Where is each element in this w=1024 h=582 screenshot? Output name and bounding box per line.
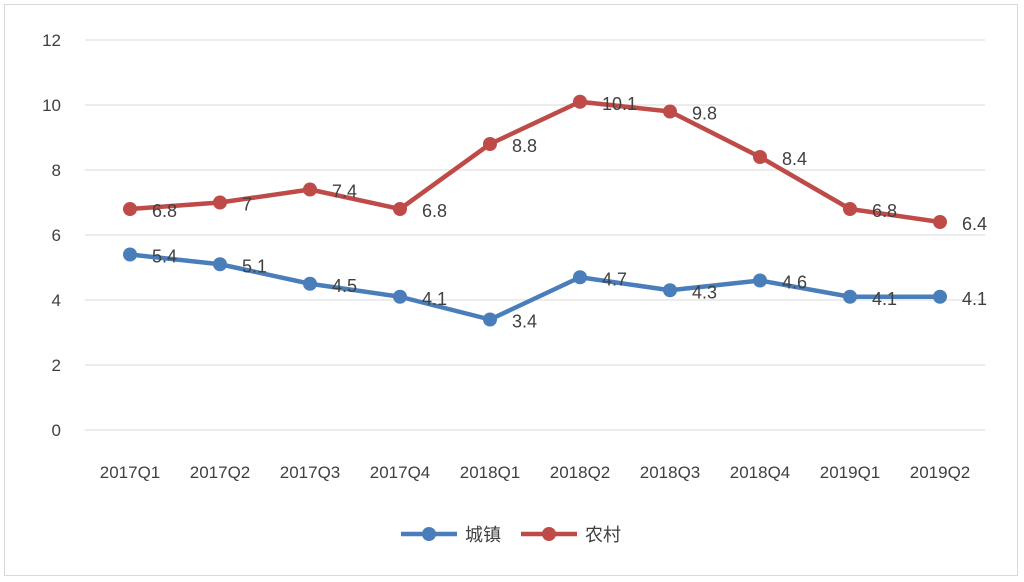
data-point [213,257,227,272]
y-tick-label: 0 [52,421,61,440]
data-label: 7.4 [332,182,357,202]
data-label: 8.8 [512,136,537,156]
y-tick-label: 8 [52,161,61,180]
x-tick-label: 2017Q3 [280,463,341,482]
x-axis-ticks: 2017Q1 2017Q2 2017Q3 2017Q4 2018Q1 2018Q2 2018… [100,463,971,482]
legend-swatch-marker [422,527,436,541]
series-points [123,94,947,327]
data-label: 4.7 [602,269,627,289]
data-point [123,247,137,262]
data-point [393,289,407,304]
data-label: 4.6 [782,273,807,293]
data-label: 6.8 [872,201,897,221]
series-lines [127,99,943,322]
data-label: 3.4 [512,312,537,332]
chart-frame: 0 2 4 6 8 10 12 2017Q1 2017Q2 2017Q3 2017Q4 2018Q1… [4,4,1018,576]
y-tick-label: 2 [52,356,61,375]
x-tick-label: 2017Q2 [190,463,251,482]
data-label: 4.1 [872,289,897,309]
data-label: 6.8 [152,201,177,221]
x-tick-label: 2018Q2 [550,463,611,482]
data-label: 5.4 [152,247,177,267]
legend-swatch-marker [542,527,556,541]
legend-label: 农村 [585,525,621,546]
data-point [753,150,767,164]
line-chart: 0 2 4 6 8 10 12 2017Q1 2017Q2 2017Q3 2017Q4 2018Q1… [42,31,987,546]
x-tick-label: 2017Q1 [100,463,161,482]
series-line-1 [127,99,943,225]
data-point [483,137,497,151]
data-point [123,202,137,216]
data-label: 4.3 [692,282,717,302]
data-point [843,202,857,216]
data-label: 4.5 [332,276,357,296]
y-tick-label: 6 [52,226,61,245]
y-tick-label: 12 [42,31,61,50]
data-label: 4.1 [422,289,447,309]
data-label: 9.8 [692,104,717,124]
series-line-0 [127,252,943,322]
data-point [753,273,767,288]
data-point [573,270,587,285]
x-tick-label: 2018Q4 [730,463,791,482]
data-label: 10.1 [602,94,637,114]
data-point [663,104,677,119]
data-point [393,202,407,216]
data-point [933,289,947,304]
data-label: 5.1 [242,256,267,276]
x-tick-label: 2018Q1 [460,463,521,482]
data-point [663,283,677,298]
x-tick-label: 2017Q4 [370,463,431,482]
x-tick-label: 2018Q3 [640,463,701,482]
data-label: 6.8 [422,201,447,221]
data-label: 8.4 [782,149,807,169]
data-point [573,94,587,109]
legend-label: 城镇 [465,525,501,546]
data-labels: 5.4 5.1 4.5 4.1 3.4 4.7 4.3 4.6 4.1 4.1 6.8 7 7.4 6.8… [152,94,987,332]
data-point [933,215,947,229]
data-point [303,182,317,197]
legend: 城镇 农村 [401,525,621,546]
data-point [303,276,317,291]
x-tick-label: 2019Q2 [910,463,971,482]
data-point [213,195,227,210]
y-tick-label: 10 [42,96,61,115]
data-label: 4.1 [962,289,987,309]
data-label: 6.4 [962,214,987,234]
gridlines [85,39,985,431]
data-label: 7 [242,195,252,215]
y-axis-ticks: 0 2 4 6 8 10 12 [42,31,61,440]
y-tick-label: 4 [52,291,61,310]
data-point [483,312,497,327]
x-tick-label: 2019Q1 [820,463,881,482]
data-point [843,289,857,304]
